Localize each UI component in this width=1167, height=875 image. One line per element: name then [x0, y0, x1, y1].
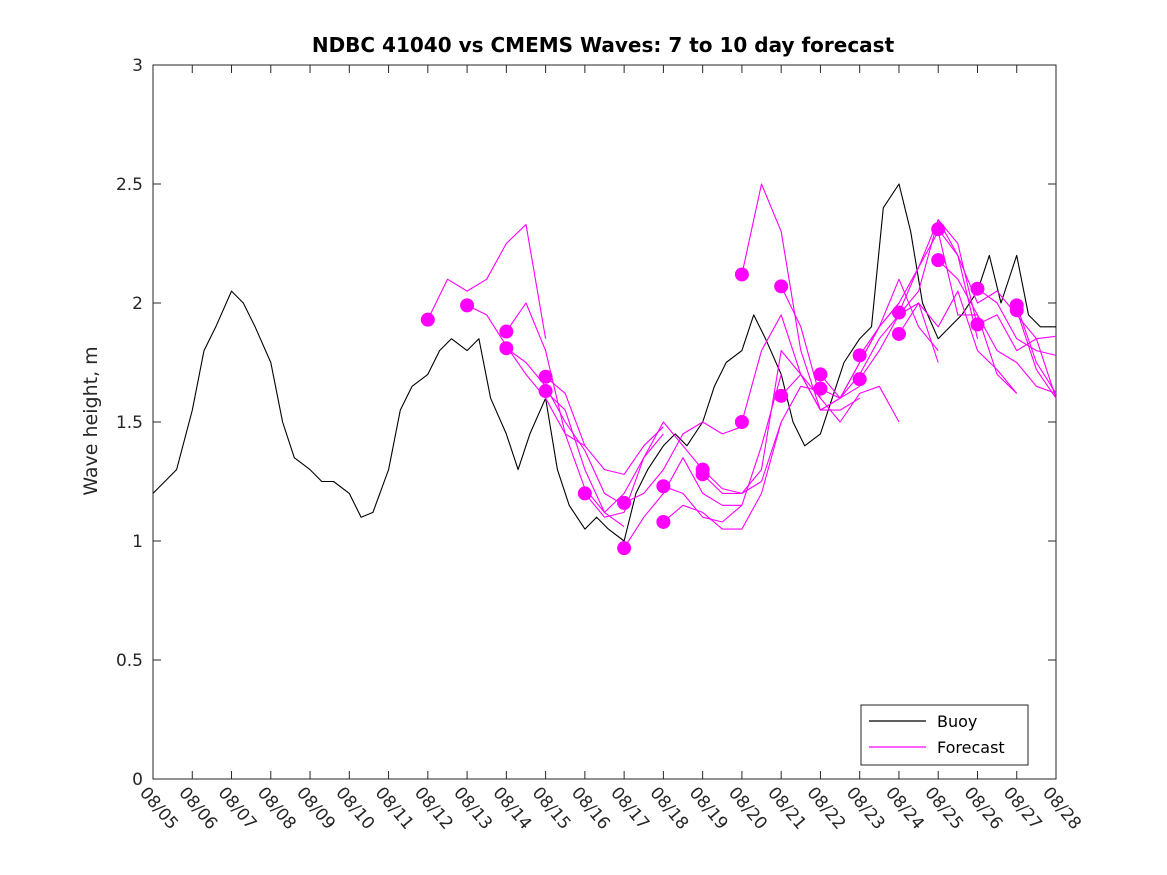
forecast-start-marker	[617, 495, 632, 510]
forecast-start-marker	[734, 415, 749, 429]
x-tick-label: 08/08	[253, 783, 300, 833]
y-tick-label: 1	[132, 532, 143, 552]
forecast-start-marker	[774, 279, 789, 294]
forecast-start-marker	[420, 312, 435, 327]
y-tick-label: 0	[132, 770, 143, 790]
forecast-series-line	[702, 385, 821, 494]
x-tick-label: 08/07	[214, 783, 261, 833]
legend-forecast-label: Forecast	[937, 738, 1005, 757]
forecast-start-marker	[617, 541, 632, 556]
forecast-start-marker	[538, 384, 553, 399]
forecast-start-marker	[852, 348, 867, 363]
forecast-start-marker	[1009, 303, 1024, 318]
y-tick-label: 1.5	[116, 413, 143, 433]
y-tick-label: 3	[132, 56, 143, 76]
x-tick-label: 08/20	[724, 783, 771, 833]
buoy-series-line	[152, 183, 1056, 542]
x-tick-label: 08/28	[1038, 783, 1085, 833]
forecast-start-marker	[891, 326, 906, 341]
legend-box	[860, 704, 1029, 766]
plot-frame	[152, 64, 1057, 780]
legend: Buoy Forecast	[860, 704, 1029, 766]
forecast-series-line	[545, 376, 664, 475]
forecast-start-marker	[931, 222, 946, 237]
forecast-start-marker	[970, 317, 985, 332]
forecast-start-marker	[852, 372, 867, 387]
forecast-start-marker	[656, 479, 671, 494]
y-tick-label: 2	[132, 294, 143, 314]
forecast-series-line	[977, 314, 1057, 352]
forecast-series-line	[977, 288, 1057, 356]
forecast-start-marker	[931, 253, 946, 268]
forecast-start-marker	[813, 381, 828, 396]
forecast-series-line	[898, 290, 1018, 394]
forecast-start-marker	[499, 324, 514, 339]
forecast-series-line	[505, 347, 625, 506]
x-tick-label: 08/17	[606, 783, 653, 833]
x-tick-label: 08/25	[920, 783, 967, 833]
x-tick-label: 08/14	[489, 783, 536, 833]
forecast-series-line	[859, 219, 979, 380]
x-tick-label: 08/05	[135, 783, 182, 833]
forecast-start-marker	[891, 305, 906, 320]
forecast-series-line	[1016, 309, 1057, 399]
forecast-start-marker	[577, 486, 592, 501]
x-tick-label: 08/27	[999, 783, 1046, 833]
forecast-start-marker	[538, 369, 553, 384]
forecast-start-marker	[695, 467, 710, 482]
x-tick-label: 08/18	[646, 783, 693, 833]
y-tick-label: 2.5	[116, 175, 143, 195]
x-tick-label: 08/15	[528, 783, 575, 833]
x-tick-label: 08/22	[803, 783, 850, 833]
forecast-series-line	[937, 259, 1057, 394]
y-tick-label: 0.5	[116, 651, 143, 671]
forecast-series-line	[584, 421, 704, 518]
forecast-start-marker	[656, 514, 671, 529]
x-tick-label: 08/09	[292, 783, 339, 833]
x-tick-label: 08/21	[763, 783, 810, 833]
forecast-series-line	[623, 421, 743, 504]
forecast-series-line	[663, 421, 782, 530]
x-tick-label: 08/26	[960, 783, 1007, 833]
forecast-start-marker	[970, 281, 985, 296]
x-tick-label: 08/10	[331, 783, 378, 833]
forecast-series-line	[898, 231, 1018, 394]
x-tick-label: 08/12	[410, 783, 457, 833]
forecast-start-marker	[774, 388, 789, 403]
forecast-series-line	[623, 457, 742, 549]
forecast-series-line	[427, 223, 547, 339]
y-axis-label: Wave height, m	[80, 346, 102, 495]
x-tick-label: 08/19	[685, 783, 732, 833]
forecast-series-line	[780, 286, 900, 423]
forecast-start-marker	[499, 341, 514, 356]
legend-buoy-label: Buoy	[937, 712, 977, 731]
forecast-series-line	[1016, 305, 1057, 394]
chart-title: NDBC 41040 vs CMEMS Waves: 7 to 10 day f…	[312, 33, 895, 57]
forecast-start-marker	[460, 298, 475, 313]
x-tick-label: 08/16	[567, 783, 614, 833]
forecast-series-line	[663, 374, 782, 523]
x-tick-label: 08/11	[371, 783, 418, 833]
x-tick-label: 08/06	[174, 783, 221, 833]
x-tick-label: 08/24	[881, 783, 928, 833]
forecast-start-marker	[813, 367, 828, 382]
forecast-start-marker	[734, 267, 749, 282]
x-tick-label: 08/13	[449, 783, 496, 833]
forecast-series-line	[741, 183, 860, 411]
x-tick-label: 08/23	[842, 783, 889, 833]
